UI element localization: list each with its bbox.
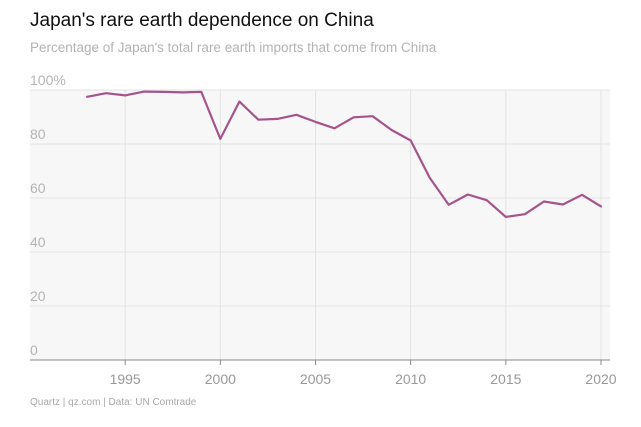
chart-title: Japan's rare earth dependence on China [30,10,374,31]
x-axis-ticks: 1995 2000 2005 2010 2015 2020 [110,360,617,387]
y-tick-label: 0 [30,342,38,358]
y-tick-label: 20 [30,288,46,304]
x-tick-label: 2015 [490,371,521,387]
plot-background [30,90,610,360]
x-tick-label: 1995 [110,371,141,387]
x-tick-label: 2020 [585,371,616,387]
x-tick-label: 2000 [205,371,236,387]
x-tick-label: 2005 [300,371,331,387]
y-tick-label: 80 [30,126,46,142]
x-tick-label: 2010 [395,371,426,387]
chart-subtitle: Percentage of Japan's total rare earth i… [30,40,437,55]
y-axis-ticks: 100% 80 60 40 20 0 [30,72,66,358]
y-tick-label: 40 [30,234,46,250]
source-note: Quartz | qz.com | Data: UN Comtrade [30,397,197,408]
gridlines [30,89,610,360]
series-line [85,90,603,218]
y-tick-label: 60 [30,180,46,196]
series-group [85,90,603,218]
y-tick-label: 100% [30,72,66,88]
